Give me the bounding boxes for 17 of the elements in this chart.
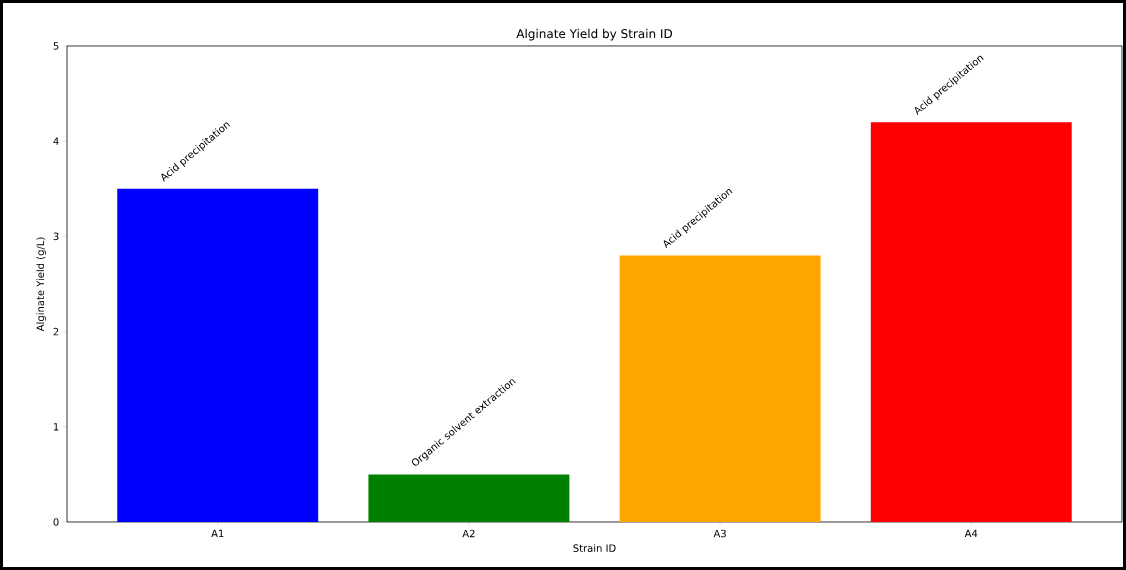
y-tick-label: 5 bbox=[53, 42, 59, 50]
x-tick-label: A2 bbox=[462, 529, 475, 538]
y-tick-label: 2 bbox=[53, 327, 59, 336]
bar bbox=[368, 474, 570, 522]
bar bbox=[117, 188, 319, 522]
x-tick-label: A4 bbox=[964, 529, 978, 538]
y-tick-label: 4 bbox=[53, 137, 59, 145]
bar bbox=[870, 122, 1072, 522]
y-tick-label: 3 bbox=[53, 232, 59, 241]
bar bbox=[619, 255, 821, 522]
chart-title: Alginate Yield by Strain ID bbox=[516, 28, 672, 41]
x-tick-label: A3 bbox=[713, 529, 726, 538]
y-axis-title: Alginate Yield (g/L) bbox=[36, 237, 47, 332]
y-tick-label: 0 bbox=[53, 518, 59, 526]
y-tick-label: 1 bbox=[53, 423, 59, 431]
x-axis-title: Strain ID bbox=[573, 544, 616, 552]
x-tick-label: A1 bbox=[211, 529, 224, 538]
